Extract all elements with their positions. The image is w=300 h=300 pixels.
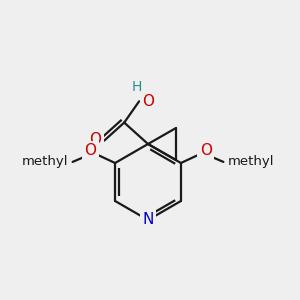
Text: O: O (200, 143, 212, 158)
Text: O: O (89, 132, 101, 147)
Text: O: O (84, 143, 96, 158)
Text: O: O (142, 94, 154, 109)
Text: methyl: methyl (227, 155, 274, 168)
Text: methyl: methyl (22, 155, 69, 168)
Text: H: H (132, 80, 142, 94)
Text: N: N (142, 212, 154, 227)
